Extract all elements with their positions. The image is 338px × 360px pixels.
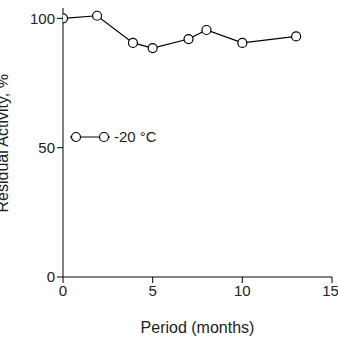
html-text:-20 °C: -20 °C bbox=[114, 128, 157, 145]
svg-text:5: 5 bbox=[148, 282, 156, 299]
svg-text:10: 10 bbox=[234, 282, 251, 299]
svg-text:100: 100 bbox=[30, 10, 55, 27]
svg-text:Residual Activity, %: Residual Activity, % bbox=[8, 74, 11, 212]
svg-text:0: 0 bbox=[47, 268, 55, 285]
svg-text:0: 0 bbox=[59, 282, 67, 299]
svg-text:Period (months): Period (months) bbox=[141, 319, 255, 336]
svg-text:50: 50 bbox=[38, 139, 55, 156]
svg-text:15: 15 bbox=[322, 282, 330, 299]
